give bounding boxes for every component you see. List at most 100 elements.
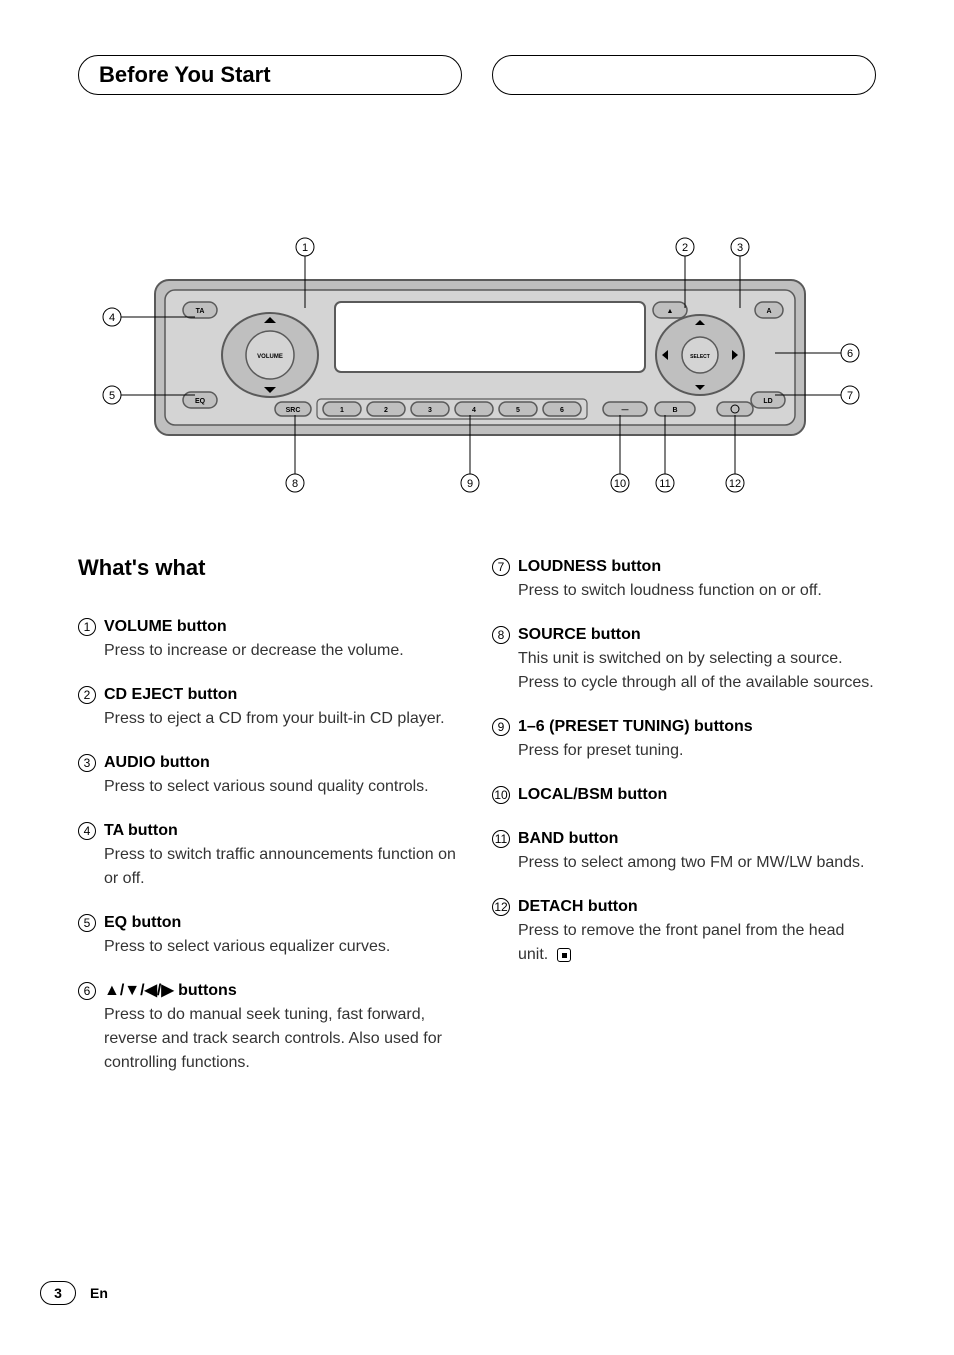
item-body: AUDIO buttonPress to select various soun… bbox=[104, 751, 462, 799]
item-body: VOLUME buttonPress to increase or decrea… bbox=[104, 615, 462, 663]
svg-text:9: 9 bbox=[467, 478, 473, 490]
item-title: EQ button bbox=[104, 911, 462, 935]
list-item: 10 LOCAL/BSM button bbox=[492, 783, 876, 807]
item-desc: Press for preset tuning. bbox=[518, 739, 876, 763]
item-body: BAND buttonPress to select among two FM … bbox=[518, 827, 876, 875]
svg-text:5: 5 bbox=[516, 407, 520, 414]
callout-number: 9 bbox=[492, 718, 510, 736]
item-title: DETACH button bbox=[518, 895, 876, 919]
item-body: LOCAL/BSM button bbox=[518, 783, 876, 807]
item-body: DETACH buttonPress to remove the front p… bbox=[518, 895, 876, 967]
svg-text:SRC: SRC bbox=[286, 407, 301, 414]
svg-text:SELECT: SELECT bbox=[690, 354, 710, 360]
callout-number: 5 bbox=[78, 914, 96, 932]
content-columns: What's what 1 VOLUME buttonPress to incre… bbox=[78, 555, 876, 1095]
list-item: 4TA buttonPress to switch traffic announ… bbox=[78, 819, 462, 891]
item-body: SOURCE buttonThis unit is switched on by… bbox=[518, 623, 876, 695]
section-heading: Before You Start bbox=[99, 62, 271, 88]
list-item: 1 VOLUME buttonPress to increase or decre… bbox=[78, 615, 462, 663]
list-item: 12 DETACH buttonPress to remove the front… bbox=[492, 895, 876, 967]
svg-text:2: 2 bbox=[384, 407, 388, 414]
svg-text:10: 10 bbox=[614, 478, 626, 490]
svg-text:2: 2 bbox=[682, 242, 688, 254]
svg-text:8: 8 bbox=[292, 478, 298, 490]
item-body: EQ buttonPress to select various equaliz… bbox=[104, 911, 462, 959]
item-body: TA buttonPress to switch traffic announc… bbox=[104, 819, 462, 891]
list-item: 6 ▲/▼/◀/▶ buttonsPress to do manual seek … bbox=[78, 979, 462, 1075]
device-diagram: VOLUMETAEQSRC123456SELECT▲ALD—B123456789… bbox=[100, 235, 860, 495]
item-body: LOUDNESS buttonPress to switch loudness … bbox=[518, 555, 876, 603]
svg-text:6: 6 bbox=[847, 348, 853, 360]
item-desc: Press to select various sound quality co… bbox=[104, 775, 462, 799]
device-svg: VOLUMETAEQSRC123456SELECT▲ALD—B123456789… bbox=[100, 235, 860, 495]
item-body: ▲/▼/◀/▶ buttonsPress to do manual seek t… bbox=[104, 979, 462, 1075]
header-pill-empty bbox=[492, 55, 876, 95]
right-items: 7 LOUDNESS buttonPress to switch loudness… bbox=[492, 555, 876, 967]
svg-text:3: 3 bbox=[737, 242, 743, 254]
list-item: 9 1–6 (PRESET TUNING) buttonsPress for pr… bbox=[492, 715, 876, 763]
svg-text:EQ: EQ bbox=[195, 398, 206, 405]
item-title: LOUDNESS button bbox=[518, 555, 876, 579]
list-item: 11 BAND buttonPress to select among two F… bbox=[492, 827, 876, 875]
svg-text:A: A bbox=[766, 308, 771, 315]
left-items: 1 VOLUME buttonPress to increase or decre… bbox=[78, 615, 462, 1075]
left-column: What's what 1 VOLUME buttonPress to incre… bbox=[78, 555, 462, 1095]
item-title: BAND button bbox=[518, 827, 876, 851]
callout-number: 3 bbox=[78, 754, 96, 772]
svg-text:1: 1 bbox=[302, 242, 308, 254]
list-item: 3 AUDIO buttonPress to select various sou… bbox=[78, 751, 462, 799]
item-title: CD EJECT button bbox=[104, 683, 462, 707]
callout-number: 10 bbox=[492, 786, 510, 804]
header-row: Before You Start bbox=[78, 55, 876, 95]
item-desc: This unit is switched on by selecting a … bbox=[518, 647, 876, 695]
item-desc: Press to eject a CD from your built-in C… bbox=[104, 707, 462, 731]
callout-number: 7 bbox=[492, 558, 510, 576]
callout-number: 11 bbox=[492, 830, 510, 848]
item-desc: Press to remove the front panel from the… bbox=[518, 919, 876, 967]
item-desc: Press to increase or decrease the volume… bbox=[104, 639, 462, 663]
callout-number: 2 bbox=[78, 686, 96, 704]
item-desc: Press to switch traffic announcements fu… bbox=[104, 843, 462, 891]
svg-text:TA: TA bbox=[196, 308, 205, 315]
svg-text:▲: ▲ bbox=[667, 308, 674, 315]
footer: 3 En bbox=[40, 1281, 108, 1305]
section-heading-pill: Before You Start bbox=[78, 55, 462, 95]
svg-text:VOLUME: VOLUME bbox=[257, 354, 283, 360]
svg-text:11: 11 bbox=[659, 478, 670, 490]
page-number: 3 bbox=[40, 1281, 76, 1305]
item-title: LOCAL/BSM button bbox=[518, 783, 876, 807]
right-column: 7 LOUDNESS buttonPress to switch loudness… bbox=[492, 555, 876, 1095]
callout-number: 8 bbox=[492, 626, 510, 644]
end-mark-icon bbox=[557, 948, 571, 962]
svg-text:4: 4 bbox=[472, 407, 476, 414]
item-title: AUDIO button bbox=[104, 751, 462, 775]
item-title: ▲/▼/◀/▶ buttons bbox=[104, 979, 462, 1003]
item-title: 1–6 (PRESET TUNING) buttons bbox=[518, 715, 876, 739]
svg-text:12: 12 bbox=[729, 478, 741, 490]
callout-number: 1 bbox=[78, 618, 96, 636]
item-body: CD EJECT buttonPress to eject a CD from … bbox=[104, 683, 462, 731]
svg-text:LD: LD bbox=[763, 398, 772, 405]
svg-text:1: 1 bbox=[340, 407, 344, 414]
item-desc: Press to switch loudness function on or … bbox=[518, 579, 876, 603]
callout-number: 12 bbox=[492, 898, 510, 916]
item-title: TA button bbox=[104, 819, 462, 843]
svg-text:7: 7 bbox=[847, 390, 853, 402]
item-desc: Press to do manual seek tuning, fast for… bbox=[104, 1003, 462, 1075]
svg-text:5: 5 bbox=[109, 390, 115, 402]
svg-text:6: 6 bbox=[560, 407, 564, 414]
callout-number: 6 bbox=[78, 982, 96, 1000]
language-code: En bbox=[90, 1285, 108, 1301]
svg-text:—: — bbox=[622, 407, 629, 414]
list-item: 5 EQ buttonPress to select various equali… bbox=[78, 911, 462, 959]
item-desc: Press to select among two FM or MW/LW ba… bbox=[518, 851, 876, 875]
whats-what-title: What's what bbox=[78, 555, 462, 581]
svg-text:B: B bbox=[672, 407, 677, 414]
svg-text:3: 3 bbox=[428, 407, 432, 414]
svg-text:4: 4 bbox=[109, 312, 115, 324]
item-title: VOLUME button bbox=[104, 615, 462, 639]
item-desc: Press to select various equalizer curves… bbox=[104, 935, 462, 959]
list-item: 8 SOURCE buttonThis unit is switched on b… bbox=[492, 623, 876, 695]
item-title: SOURCE button bbox=[518, 623, 876, 647]
item-body: 1–6 (PRESET TUNING) buttonsPress for pre… bbox=[518, 715, 876, 763]
